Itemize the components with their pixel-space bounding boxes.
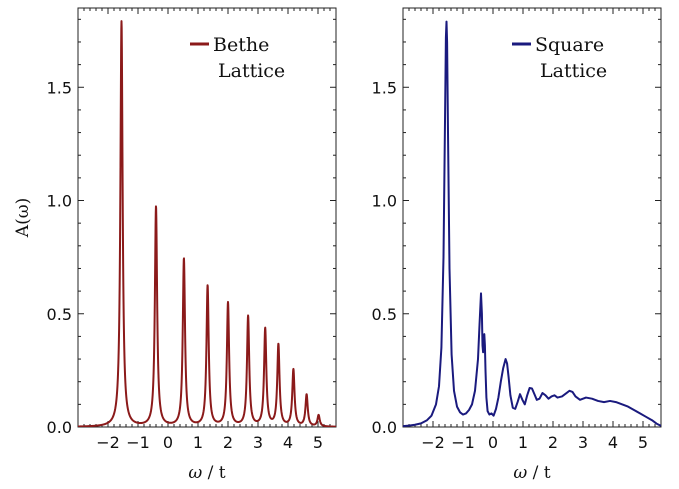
- y-tick-label: 0.0: [372, 418, 397, 437]
- legend-label-line2: Lattice: [540, 60, 607, 82]
- y-tick-label: 1.0: [47, 192, 72, 211]
- x-tick-label: 1: [518, 433, 528, 452]
- legend-label-line1: Square: [535, 34, 604, 56]
- x-axis-label: ω / t: [513, 463, 550, 483]
- x-tick-label: 5: [638, 433, 648, 452]
- y-tick-label: 0.0: [47, 418, 72, 437]
- y-tick-label: 0.5: [47, 305, 72, 324]
- x-tick-label: 4: [608, 433, 618, 452]
- x-tick-label: 0: [488, 433, 498, 452]
- x-axis-label: ω / t: [188, 463, 225, 483]
- plot-frame: [402, 7, 662, 428]
- x-tick-label: 2: [548, 433, 558, 452]
- x-tick-label: 2: [223, 433, 233, 452]
- x-tick-label: 4: [283, 433, 293, 452]
- legend-label-line1: Bethe: [213, 34, 269, 56]
- bethe-lattice-panel: −2 −1 0 1 2 3 4 5 0.0 0.5 1.0 1.5 Bethe Lattice ω / t A…: [13, 7, 337, 483]
- x-tick-label: 1: [193, 433, 203, 452]
- x-tick-label: 0: [163, 433, 173, 452]
- y-tick-label: 0.5: [372, 305, 397, 324]
- x-tick-label: 3: [578, 433, 588, 452]
- x-tick-label: 5: [313, 433, 323, 452]
- square-lattice-panel: −2 −1 0 1 2 3 4 5 0.0 0.5 1.0 1.5 Square Lattice ω / t: [372, 7, 662, 483]
- y-tick-label: 1.0: [372, 192, 397, 211]
- spectral-function-line: [78, 20, 336, 427]
- x-tick-label: 3: [253, 433, 263, 452]
- plot-frame: [77, 7, 337, 428]
- spectral-function-line: [403, 20, 661, 427]
- x-tick-label: −1: [451, 433, 475, 452]
- y-tick-label: 1.5: [372, 78, 397, 97]
- legend-label-line2: Lattice: [218, 60, 285, 82]
- y-tick-label: 1.5: [47, 78, 72, 97]
- x-tick-label: −2: [421, 433, 445, 452]
- x-tick-label: −2: [96, 433, 120, 452]
- y-axis-label: A(ω): [13, 198, 33, 238]
- x-tick-label: −1: [126, 433, 150, 452]
